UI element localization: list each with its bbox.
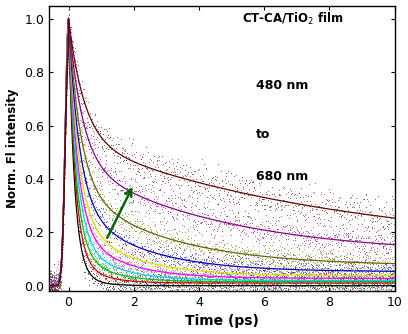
Text: 480 nm: 480 nm bbox=[256, 79, 309, 92]
Text: 680 nm: 680 nm bbox=[256, 170, 308, 183]
Text: to: to bbox=[256, 128, 271, 141]
Text: CT-CA/TiO$_2$ film: CT-CA/TiO$_2$ film bbox=[242, 11, 344, 27]
Y-axis label: Norm. Fl intensity: Norm. Fl intensity bbox=[6, 89, 18, 208]
X-axis label: Time (ps): Time (ps) bbox=[185, 314, 259, 328]
